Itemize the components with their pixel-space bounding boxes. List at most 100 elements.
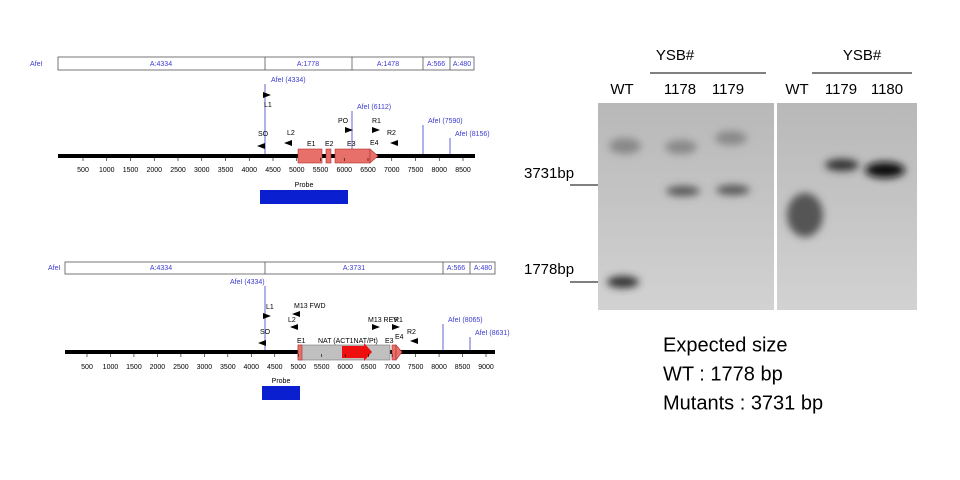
ruler-label: 1000 bbox=[103, 364, 119, 371]
lane-label: 1178 bbox=[664, 81, 696, 98]
fragment: A:566 bbox=[427, 61, 445, 68]
site: AfeI (4334) bbox=[230, 279, 265, 286]
ruler-label: 5000 bbox=[289, 167, 305, 174]
feature-label: R1 bbox=[372, 118, 381, 125]
ruler-label: 6500 bbox=[361, 364, 377, 371]
group-label: YSB# bbox=[843, 47, 882, 64]
feature-label: PO bbox=[338, 118, 349, 125]
site: AfeI (7590) bbox=[428, 118, 463, 125]
ruler-label: 2500 bbox=[170, 167, 186, 174]
ruler-label: 9000 bbox=[478, 364, 494, 371]
feature-label: R2 bbox=[407, 329, 416, 336]
bands bbox=[607, 131, 905, 288]
site: AfeI (8156) bbox=[455, 131, 490, 138]
feature-label: L2 bbox=[288, 317, 296, 324]
site: AfeI (4334) bbox=[271, 77, 306, 84]
feature-label: M13 REV bbox=[368, 317, 398, 324]
ruler-label: 2000 bbox=[146, 167, 162, 174]
ruler-label: 7000 bbox=[384, 167, 400, 174]
feature-label: R2 bbox=[387, 130, 396, 137]
fragment: A:480 bbox=[474, 265, 492, 272]
lane-label: 1179 bbox=[712, 81, 744, 98]
lane-label: 1180 bbox=[871, 81, 903, 98]
ruler-label: 500 bbox=[81, 364, 93, 371]
ruler-label: 4500 bbox=[267, 364, 283, 371]
feature-label: SO bbox=[260, 329, 271, 336]
ruler-label: 6500 bbox=[360, 167, 376, 174]
feature-label: L1 bbox=[264, 102, 272, 109]
marker-label: 1778bp bbox=[524, 261, 574, 278]
fragment-dividers bbox=[264, 57, 451, 70]
fragment-dividers bbox=[264, 262, 471, 274]
nat-arrow bbox=[342, 343, 372, 361]
site-label: AfeI bbox=[48, 265, 61, 272]
ruler-label: 3000 bbox=[194, 167, 210, 174]
ruler-label: 3500 bbox=[220, 364, 236, 371]
ruler-label: 4500 bbox=[265, 167, 281, 174]
group-label: YSB# bbox=[656, 47, 695, 64]
expected-line: Mutants : 3731 bp bbox=[663, 392, 823, 414]
expected-title: Expected size bbox=[663, 334, 788, 356]
blot: YSB# YSB# WT 1178 1179 WT 1179 1180 3731… bbox=[524, 47, 917, 310]
fragment: A:3731 bbox=[343, 265, 365, 272]
ruler-label: 1500 bbox=[126, 364, 142, 371]
feature-label: E1 bbox=[307, 141, 316, 148]
ruler-label: 8500 bbox=[455, 167, 471, 174]
ruler: 500 1000 1500 2000 2500 3000 3500 4000 4500 5000 5… bbox=[77, 158, 471, 174]
backbone bbox=[65, 350, 495, 354]
feature-label: E2 bbox=[325, 141, 334, 148]
feature-label: E3 bbox=[347, 141, 356, 148]
exons bbox=[297, 344, 403, 361]
ruler: 500 1000 1500 2000 2500 3000 3500 4000 4500 5000 5… bbox=[81, 354, 494, 371]
feature-label: E3 bbox=[385, 338, 394, 345]
map-wt: AfeI A:4334 A:1778 A:1478 A:566 A:480 Af… bbox=[30, 56, 490, 204]
exons bbox=[297, 148, 379, 164]
primers bbox=[257, 92, 398, 149]
ruler-label: 2000 bbox=[150, 364, 166, 371]
expected-line: WT : 1778 bp bbox=[663, 363, 783, 385]
probe bbox=[260, 190, 348, 204]
feature-label: E4 bbox=[370, 140, 379, 147]
ruler-label: 2500 bbox=[173, 364, 189, 371]
ruler-label: 1500 bbox=[123, 167, 139, 174]
feature-label: L2 bbox=[287, 130, 295, 137]
feature-label: E4 bbox=[395, 334, 404, 341]
marker-label: 3731bp bbox=[524, 165, 574, 182]
fragment: A:1778 bbox=[297, 61, 319, 68]
feature-label: SO bbox=[258, 131, 269, 138]
ruler-label: 3500 bbox=[218, 167, 234, 174]
fragment-bar bbox=[64, 261, 496, 275]
probe-label: Probe bbox=[295, 182, 314, 189]
ruler-label: 3000 bbox=[197, 364, 213, 371]
feature-label: M13 FWD bbox=[294, 303, 326, 310]
lane-label: 1179 bbox=[825, 81, 857, 98]
ruler-label: 5500 bbox=[313, 167, 329, 174]
ruler-label: 8000 bbox=[431, 364, 447, 371]
ruler-label: 5000 bbox=[290, 364, 306, 371]
primers bbox=[258, 311, 418, 346]
site: AfeI (6112) bbox=[357, 104, 391, 111]
site: AfeI (8631) bbox=[475, 330, 510, 337]
fragment: A:1478 bbox=[377, 61, 399, 68]
site: AfeI (8065) bbox=[448, 317, 483, 324]
ruler-label: 6000 bbox=[337, 364, 353, 371]
fragment: A:566 bbox=[447, 265, 465, 272]
ruler-label: 4000 bbox=[244, 364, 260, 371]
fragment: A:4334 bbox=[150, 265, 172, 272]
ruler-label: 7500 bbox=[408, 167, 424, 174]
fragment: A:480 bbox=[453, 61, 471, 68]
probe bbox=[262, 386, 300, 400]
site-lines bbox=[264, 84, 451, 156]
site-label: AfeI bbox=[30, 61, 43, 68]
ruler-label: 1000 bbox=[99, 167, 115, 174]
lane-label: WT bbox=[610, 81, 633, 98]
feature-label: E1 bbox=[297, 338, 306, 345]
lane-label: WT bbox=[785, 81, 808, 98]
backbone bbox=[58, 154, 475, 158]
ruler-label: 7000 bbox=[384, 364, 400, 371]
map-mutant: AfeI A:4334 A:3731 A:566 A:480 AfeI (433… bbox=[48, 261, 510, 400]
fragment-bar bbox=[57, 56, 475, 71]
feature-label: R1 bbox=[394, 317, 403, 324]
ruler-label: 4000 bbox=[241, 167, 257, 174]
